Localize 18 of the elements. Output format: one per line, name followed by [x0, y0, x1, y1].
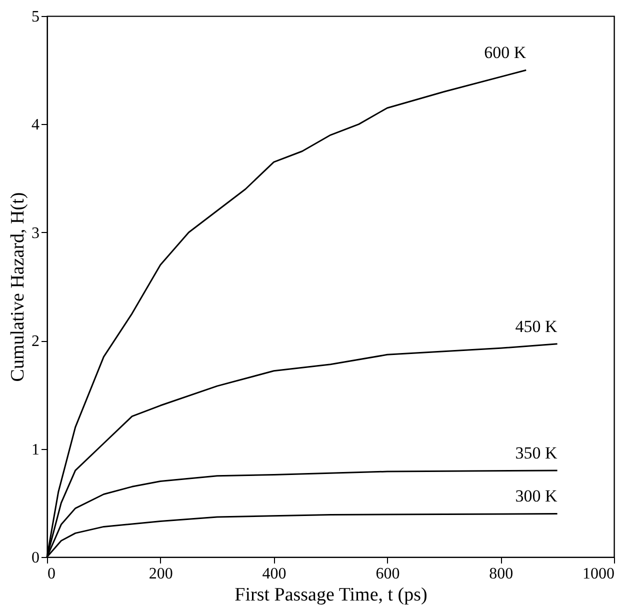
- x-tick-label: 800: [489, 566, 514, 582]
- series-label: 350 K: [515, 443, 558, 462]
- x-tick-label: 400: [262, 566, 286, 582]
- series-label: 600 K: [484, 43, 527, 62]
- x-tick-label: 0: [48, 566, 56, 582]
- y-tick-label: 3: [32, 224, 40, 242]
- y-axis-title: Cumulative Hazard, H(t): [8, 192, 28, 382]
- x-tick-label: 200: [148, 566, 173, 582]
- y-tick-label: 1: [32, 441, 40, 458]
- x-tick-label: 1000: [582, 566, 614, 582]
- y-tick-label: 2: [32, 333, 40, 350]
- series-label: 450 K: [515, 316, 558, 336]
- y-tick-label: 0: [32, 550, 40, 566]
- x-tick-label: 600: [376, 566, 400, 582]
- series-label: 300 K: [515, 486, 558, 506]
- y-tick-label: 4: [32, 116, 40, 134]
- x-axis-title: First Passage Time, t (ps): [234, 584, 428, 606]
- y-tick-label: 5: [32, 8, 40, 26]
